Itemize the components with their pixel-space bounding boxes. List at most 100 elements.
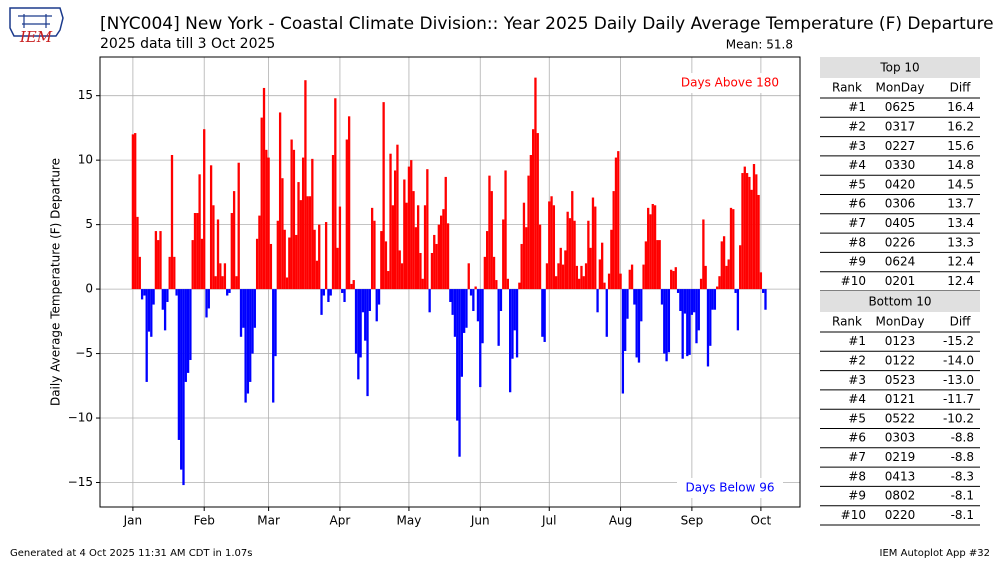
bar bbox=[143, 289, 146, 296]
x-tick-label: Aug bbox=[609, 514, 632, 528]
table-cell: 0227 bbox=[885, 139, 916, 153]
bar bbox=[175, 289, 178, 296]
bar bbox=[495, 280, 498, 290]
bar bbox=[269, 243, 273, 290]
bar bbox=[504, 170, 507, 290]
bar bbox=[318, 224, 321, 290]
bar bbox=[456, 289, 459, 421]
table-cell: 0405 bbox=[885, 216, 916, 230]
bar bbox=[228, 289, 231, 293]
table-cell: -10.2 bbox=[943, 411, 974, 425]
table-cell: 0123 bbox=[885, 334, 916, 348]
bar bbox=[571, 191, 574, 290]
table-cell: #5 bbox=[848, 411, 866, 425]
bar bbox=[497, 289, 500, 346]
bar bbox=[681, 289, 684, 359]
bar bbox=[725, 265, 728, 290]
bar bbox=[382, 102, 385, 290]
bar bbox=[690, 289, 694, 315]
bar bbox=[200, 238, 204, 290]
bar bbox=[435, 243, 438, 290]
bar bbox=[426, 169, 429, 290]
bar bbox=[366, 289, 369, 397]
table-cell: #3 bbox=[848, 139, 866, 153]
bar bbox=[345, 139, 348, 290]
bar bbox=[152, 289, 155, 305]
bar bbox=[488, 175, 491, 290]
bar bbox=[196, 213, 199, 290]
x-tick-label: Jan bbox=[123, 514, 143, 528]
bar bbox=[555, 276, 558, 290]
table-column-header: MonDay bbox=[876, 81, 925, 95]
table-cell: #5 bbox=[848, 177, 866, 191]
bar bbox=[720, 241, 723, 290]
bar bbox=[246, 289, 250, 394]
bar bbox=[230, 213, 233, 290]
plot-frame bbox=[99, 56, 801, 508]
bar bbox=[499, 289, 503, 312]
bar bbox=[594, 206, 597, 290]
bar bbox=[584, 263, 588, 290]
bar bbox=[311, 158, 314, 290]
bar bbox=[509, 289, 512, 393]
bar bbox=[281, 178, 284, 290]
bar bbox=[138, 256, 141, 290]
bar bbox=[605, 289, 608, 337]
table-cell: 16.2 bbox=[947, 119, 974, 133]
bar bbox=[205, 289, 208, 318]
bar bbox=[727, 259, 730, 290]
bar bbox=[532, 129, 535, 290]
y-tick-label: 0 bbox=[85, 282, 93, 296]
bar bbox=[285, 277, 289, 290]
bar bbox=[683, 289, 687, 314]
y-tick-label: 10 bbox=[78, 153, 93, 167]
bar bbox=[446, 223, 450, 290]
table-cell: #9 bbox=[848, 489, 866, 503]
bar bbox=[711, 289, 714, 310]
table-cell: #4 bbox=[848, 158, 866, 172]
bar bbox=[251, 289, 254, 354]
y-tick-label: −5 bbox=[75, 346, 93, 360]
bar bbox=[748, 176, 751, 290]
bar bbox=[166, 289, 169, 302]
bar bbox=[713, 289, 717, 310]
bar bbox=[693, 289, 696, 313]
bar bbox=[449, 289, 452, 302]
table-title: Top 10 bbox=[879, 61, 919, 75]
bar bbox=[640, 289, 643, 322]
bar bbox=[380, 231, 383, 290]
bar bbox=[387, 271, 390, 290]
bar bbox=[476, 289, 480, 322]
bar bbox=[479, 289, 482, 388]
logo-text: IEM bbox=[19, 28, 53, 46]
bar bbox=[253, 289, 256, 328]
bar bbox=[582, 276, 585, 290]
bar bbox=[260, 117, 263, 290]
bar bbox=[633, 289, 636, 305]
table-cell: 13.4 bbox=[947, 216, 974, 230]
bar bbox=[159, 231, 162, 290]
bar bbox=[189, 289, 192, 361]
bar bbox=[709, 289, 712, 346]
table-cell: 0303 bbox=[885, 431, 916, 445]
x-tick-label: Oct bbox=[751, 514, 772, 528]
bar bbox=[145, 289, 148, 382]
table-cell: -8.8 bbox=[951, 450, 974, 464]
bar bbox=[587, 220, 590, 290]
bar bbox=[502, 219, 505, 290]
bar bbox=[598, 259, 602, 290]
bar bbox=[150, 289, 153, 337]
bar bbox=[483, 256, 487, 290]
bar bbox=[173, 256, 176, 290]
bar bbox=[626, 289, 629, 319]
table-cell: 0122 bbox=[885, 353, 916, 367]
bar bbox=[161, 289, 164, 310]
table-title-bg bbox=[820, 57, 980, 78]
bar bbox=[541, 289, 544, 337]
bar bbox=[357, 289, 360, 380]
bar bbox=[658, 240, 661, 290]
bar bbox=[543, 289, 546, 342]
bar bbox=[136, 216, 139, 290]
bar bbox=[527, 175, 530, 290]
bar bbox=[182, 289, 185, 486]
